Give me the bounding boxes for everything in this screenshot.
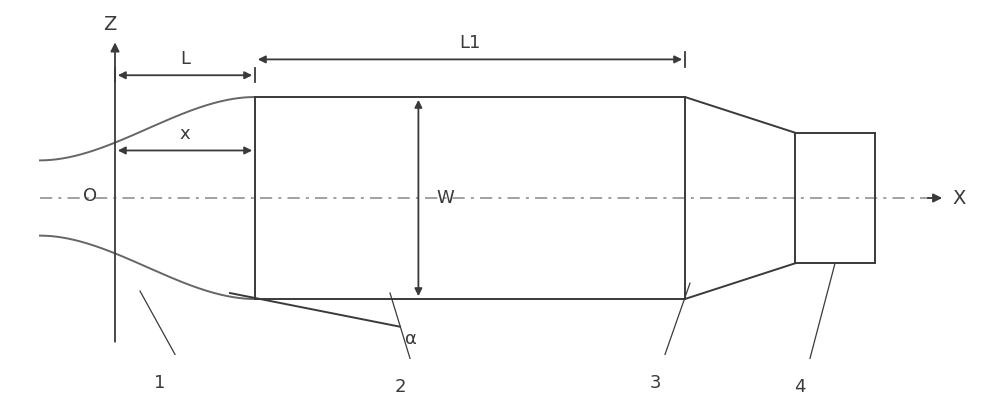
Text: O: O [83, 187, 97, 205]
Text: 1: 1 [154, 374, 166, 392]
Text: x: x [180, 126, 190, 143]
Text: α: α [405, 330, 417, 348]
Text: X: X [952, 188, 965, 208]
Text: 4: 4 [794, 378, 806, 396]
Text: W: W [436, 189, 454, 207]
Text: L: L [180, 50, 190, 68]
Text: 3: 3 [649, 374, 661, 392]
Text: Z: Z [103, 15, 117, 34]
Text: 2: 2 [394, 378, 406, 396]
Text: L1: L1 [459, 34, 481, 52]
